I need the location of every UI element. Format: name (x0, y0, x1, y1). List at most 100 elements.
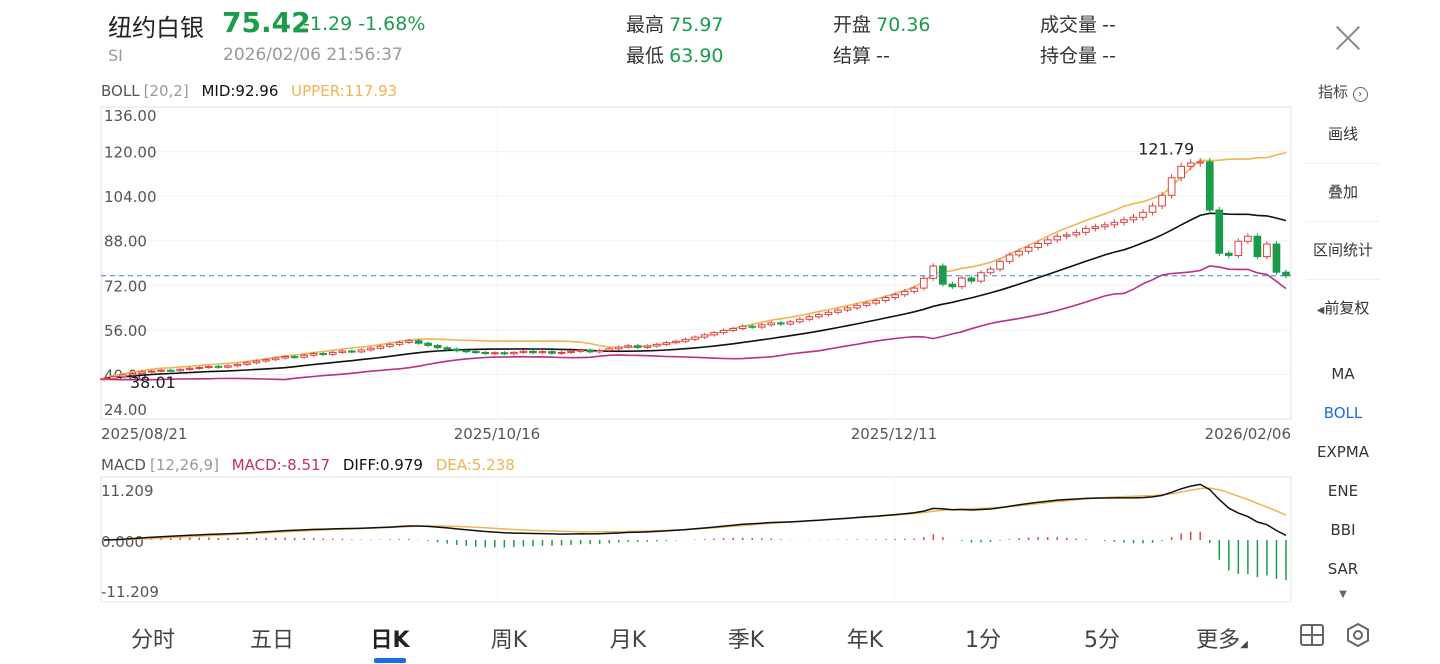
macd-frame (100, 476, 1292, 603)
candle-body (300, 354, 309, 358)
candle-body (1129, 216, 1138, 221)
candle-body (338, 350, 347, 353)
price-change: -1.29 -1.68% (303, 13, 426, 35)
candle-body (1244, 235, 1252, 242)
tab-1min[interactable]: 1分 (965, 628, 1001, 653)
candle-body (729, 327, 737, 331)
settings-icon[interactable] (1346, 622, 1370, 648)
indicator-link-label: 指标 (1318, 83, 1349, 101)
tab-weekly[interactable]: 周K (490, 628, 528, 653)
diff-value: DIFF:0.979 (342, 456, 423, 474)
candle-body (824, 311, 833, 316)
boll-lower-line (103, 265, 1287, 381)
candle-body (710, 332, 718, 336)
candle-body (796, 318, 804, 323)
indicator-expma[interactable]: EXPMA (1316, 443, 1369, 461)
candle-body (500, 352, 509, 355)
tab-more[interactable]: 更多◢ (1196, 622, 1248, 654)
candle-body (109, 376, 118, 380)
indicator-bbi[interactable]: BBI (1330, 521, 1356, 539)
tab-yearly[interactable]: 年K (846, 628, 884, 653)
tool-range-stats[interactable]: 区间统计 (1306, 222, 1380, 280)
indicator-ma[interactable]: MA (1331, 365, 1355, 383)
stat-label: 结算 (833, 45, 872, 67)
stat-high: 最高 75.97 (626, 10, 724, 37)
price-tick-label: 104.00 (104, 188, 157, 206)
price-tick-label: 88.00 (104, 233, 147, 251)
stat-label: 持仓量 (1040, 45, 1098, 67)
candle-body (996, 260, 1004, 270)
candle-body (233, 363, 242, 367)
candle-body (891, 294, 900, 299)
candle-body (738, 325, 747, 329)
candle-body (1253, 235, 1262, 258)
candle-body (719, 329, 728, 334)
candle-body (653, 343, 661, 347)
tab-5min[interactable]: 5分 (1084, 628, 1120, 653)
tab-daily[interactable]: 日K (370, 628, 410, 653)
candle-body (1139, 211, 1147, 218)
candle-body (185, 367, 194, 370)
tab-intraday[interactable]: 分时 (130, 628, 176, 653)
tool-adjust-label: 前复权 (1324, 299, 1370, 317)
candle-body (1215, 209, 1224, 254)
tab-monthly[interactable]: 月K (609, 628, 647, 653)
tab-quarterly[interactable]: 季K (727, 628, 765, 653)
tab-more-label: 更多 (1196, 628, 1241, 653)
price-tick-label: 120.00 (104, 144, 157, 162)
indicator-sar[interactable]: SAR (1327, 560, 1359, 578)
candle-body (395, 341, 404, 345)
candle-body (271, 357, 280, 361)
candle-body (977, 272, 985, 282)
quote-time: 2026/02/06 21:56:37 (223, 45, 403, 65)
candle-body (776, 322, 785, 325)
grid-layout-icon[interactable] (1300, 624, 1324, 646)
candle-body (348, 350, 356, 353)
tool-overlay[interactable]: 叠加 (1306, 164, 1380, 222)
candle-body (748, 325, 757, 328)
candle-body (1148, 205, 1157, 213)
boll-upper: UPPER:117.93 (291, 82, 398, 100)
tool-adjust[interactable]: ◀前复权 (1306, 280, 1380, 337)
instrument-code: SI (108, 46, 123, 65)
candle-body (700, 334, 709, 338)
date-tick-label: 2025/08/21 (101, 425, 187, 443)
boll-legend: BOLL [20,2] MID:92.96 UPPER:117.93 (101, 82, 405, 100)
indicator-boll[interactable]: BOLL (1323, 404, 1363, 422)
indicator-ene[interactable]: ENE (1327, 482, 1359, 500)
macd-legend: MACD [12,26,9] MACD:-8.517 DIFF:0.979 DEA… (101, 456, 523, 474)
candle-body (843, 307, 852, 311)
boll-mid: MID:92.96 (201, 82, 279, 100)
candle-body (309, 353, 318, 356)
candle-body (986, 268, 995, 274)
macd-params: [12,26,9] (149, 456, 219, 474)
candle-body (643, 345, 652, 348)
chevron-down-icon[interactable]: ▼ (1339, 589, 1347, 600)
candle-body (1196, 161, 1205, 164)
candle-body (805, 316, 814, 320)
candle-body (576, 349, 585, 352)
price-tick-label: 72.00 (104, 277, 147, 295)
instrument-name: 纽约白银 (108, 14, 204, 42)
boll-mid-line (103, 212, 1287, 380)
date-tick-label: 2025/10/16 (454, 425, 540, 443)
candle-body (376, 345, 385, 349)
candle-body (1053, 235, 1062, 241)
indicator-link[interactable]: 指标 › (1318, 81, 1368, 102)
boll-params: [20,2] (143, 82, 189, 100)
candle-body (319, 353, 328, 356)
tool-draw-line[interactable]: 画线 (1306, 106, 1380, 164)
candle-body (1205, 161, 1214, 211)
tab-five-day[interactable]: 五日 (249, 628, 295, 653)
candle-body (147, 370, 156, 373)
candle-body (166, 369, 175, 372)
candle-body (605, 348, 614, 351)
candle-body (405, 340, 413, 343)
candle-body (633, 345, 642, 348)
candle-body (1062, 234, 1071, 237)
macd-tick-label: 0.000 (101, 533, 144, 551)
price-tick-label: 136.00 (104, 107, 157, 125)
candle-body (919, 277, 928, 289)
candle-body (414, 340, 423, 344)
